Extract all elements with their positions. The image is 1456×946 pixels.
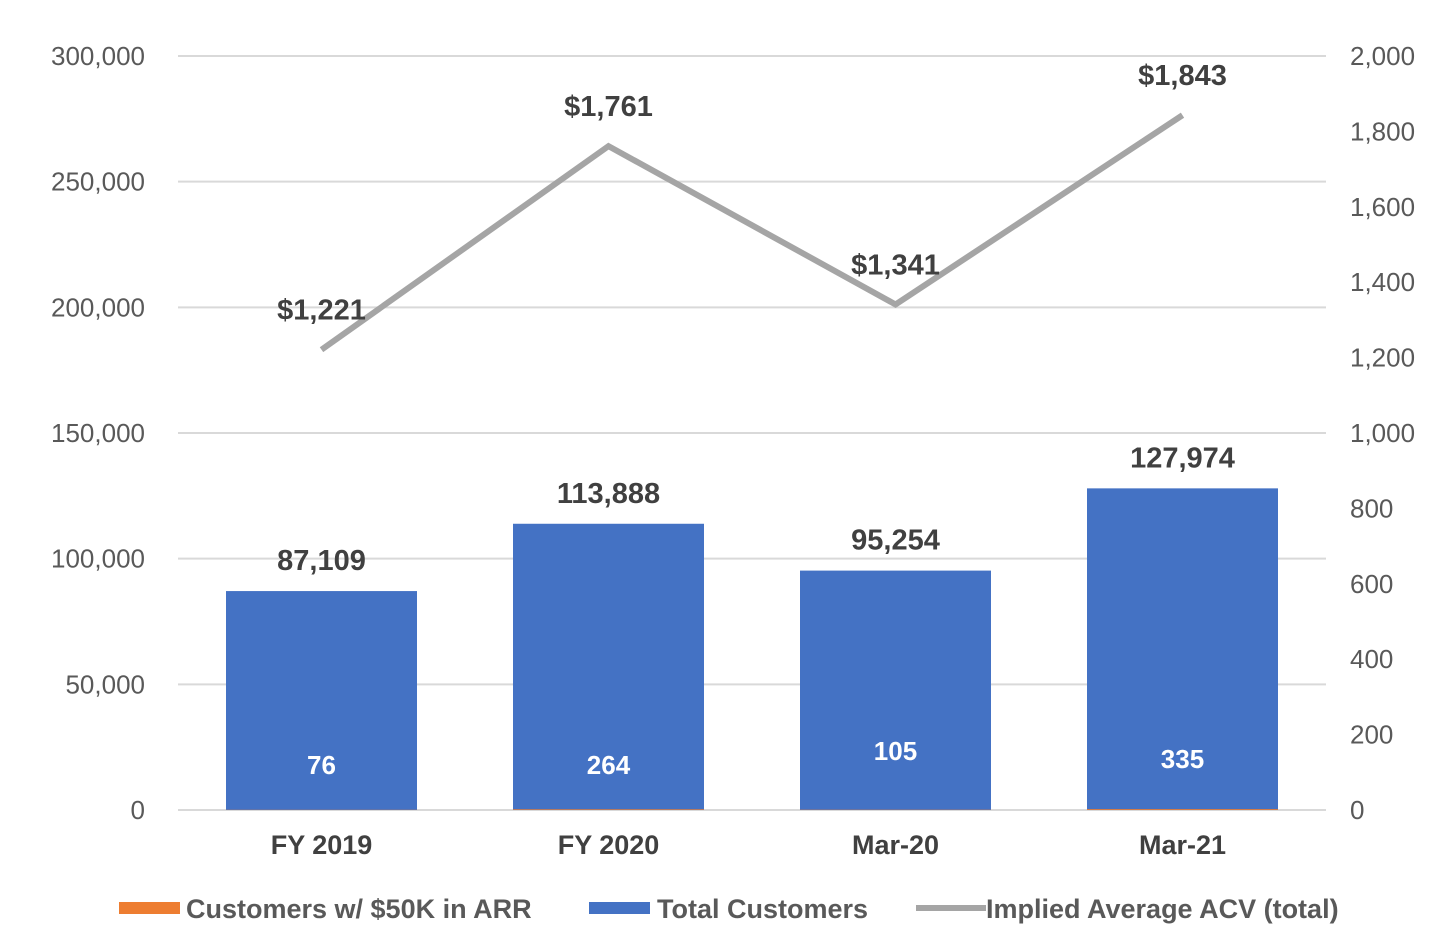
category-label: FY 2019 — [271, 830, 373, 860]
line-series — [319, 112, 1185, 353]
right-tick-label: 1,800 — [1350, 116, 1415, 146]
data-labels: 87,109 113,888 95,254 127,974 76 264 105 335 $1,… — [277, 60, 1235, 780]
right-tick-label: 2,000 — [1350, 41, 1415, 71]
right-tick-label: 800 — [1350, 493, 1393, 523]
right-tick-label: 600 — [1350, 569, 1393, 599]
bar-50k-label: 105 — [874, 736, 917, 766]
bar-total-label: 127,974 — [1130, 442, 1235, 474]
left-tick-label: 200,000 — [51, 292, 145, 322]
right-tick-label: 1,400 — [1350, 267, 1415, 297]
acv-label: $1,341 — [851, 249, 940, 281]
left-tick-label: 300,000 — [51, 41, 145, 71]
legend-label-50k: Customers w/ $50K in ARR — [186, 894, 532, 924]
legend-label-acv: Implied Average ACV (total) — [986, 894, 1339, 924]
bar-series — [226, 488, 1278, 810]
bar-customers-50k — [513, 809, 704, 810]
bar-total-customers — [800, 570, 991, 810]
right-tick-label: 1,600 — [1350, 192, 1415, 222]
left-tick-label: 0 — [131, 795, 145, 825]
right-tick-label: 1,200 — [1350, 343, 1415, 373]
category-label: FY 2020 — [558, 830, 660, 860]
acv-label: $1,761 — [564, 91, 653, 123]
bar-total-label: 87,109 — [277, 545, 366, 577]
bar-total-customers — [513, 523, 704, 810]
left-tick-label: 50,000 — [65, 669, 145, 699]
bar-total-customers — [226, 591, 417, 810]
legend-swatch-50k — [119, 902, 180, 914]
bar-50k-label: 264 — [587, 750, 631, 780]
category-label: Mar-20 — [852, 830, 939, 860]
legend-label-total: Total Customers — [657, 894, 868, 924]
bar-total-label: 113,888 — [557, 478, 660, 510]
right-tick-label: 400 — [1350, 644, 1393, 674]
right-tick-label: 0 — [1350, 795, 1364, 825]
acv-line — [319, 112, 1185, 353]
bar-50k-label: 335 — [1161, 744, 1204, 774]
left-tick-label: 250,000 — [51, 167, 145, 197]
right-tick-label: 200 — [1350, 720, 1393, 750]
bar-total-label: 95,254 — [851, 525, 940, 557]
left-tick-label: 150,000 — [51, 418, 145, 448]
category-label: Mar-21 — [1139, 830, 1226, 860]
bar-total-customers — [1087, 488, 1278, 810]
acv-label: $1,221 — [277, 295, 366, 327]
right-axis-ticks: 0 200 400 600 800 1,000 1,200 1,400 1,600 1,800 2,… — [1350, 41, 1415, 825]
left-tick-label: 100,000 — [51, 544, 145, 574]
right-tick-label: 1,000 — [1350, 418, 1415, 448]
left-axis-ticks: 0 50,000 100,000 150,000 200,000 250,000 300,0… — [51, 41, 145, 825]
bar-50k-label: 76 — [307, 750, 336, 780]
legend-swatch-total — [589, 902, 650, 914]
category-labels: FY 2019 FY 2020 Mar-20 Mar-21 — [271, 830, 1226, 860]
acv-label: $1,843 — [1138, 60, 1227, 92]
legend: Customers w/ $50K in ARR Total Customers I… — [119, 894, 1339, 924]
bar-customers-50k — [1087, 809, 1278, 810]
